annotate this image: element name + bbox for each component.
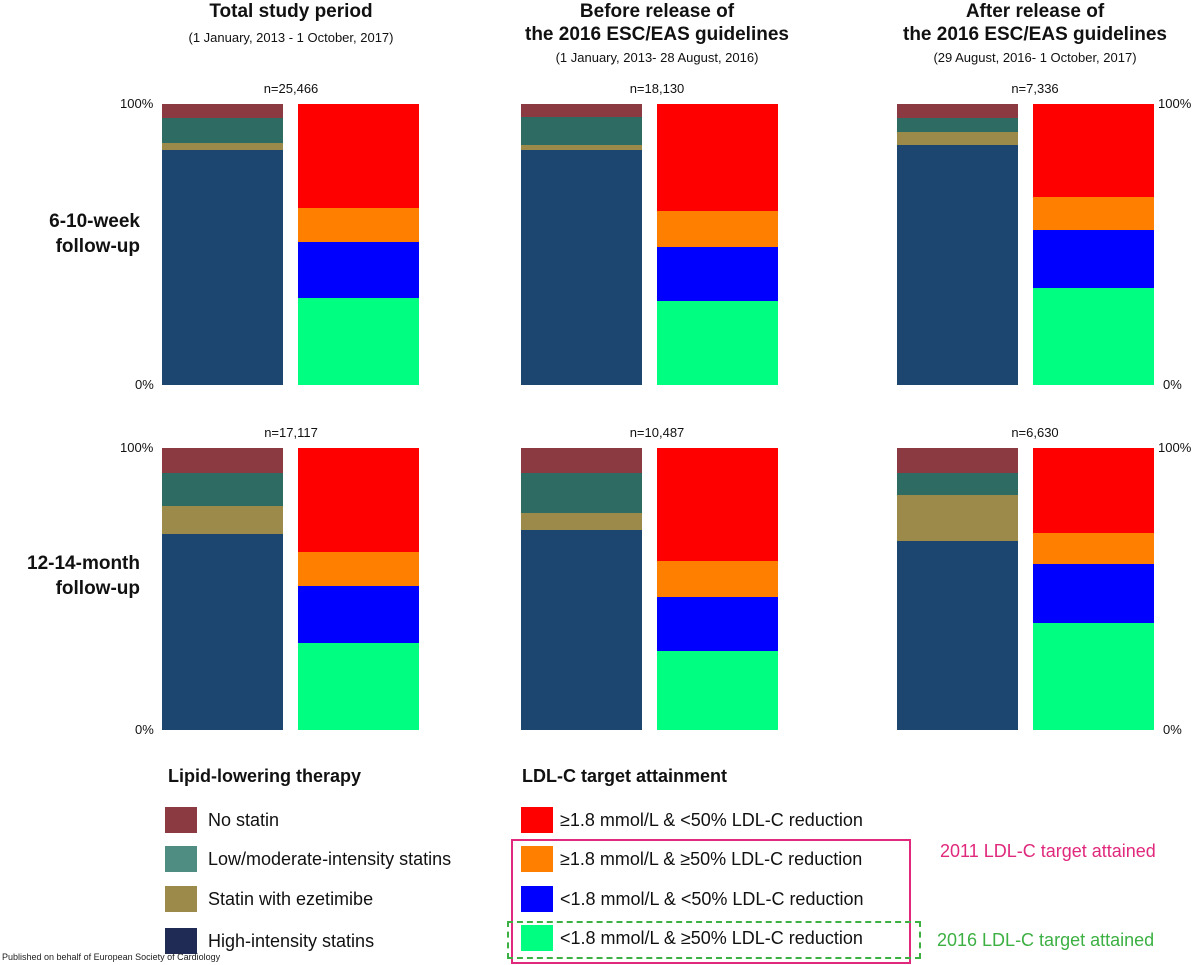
sample-size-label: n=10,487 bbox=[629, 425, 685, 440]
bar-segment-ezetimibe bbox=[897, 494, 1018, 542]
column-title: the 2016 ESC/EAS guidelines bbox=[903, 24, 1167, 45]
y-tick-label: 0% bbox=[1163, 722, 1182, 737]
bar-segment-low-moderate bbox=[162, 473, 283, 506]
bar-segment-ldl-green bbox=[1033, 288, 1154, 385]
bar-segment-ldl-blue bbox=[657, 597, 778, 652]
bar-segment-ezetimibe bbox=[897, 132, 1018, 145]
sample-size-label: n=18,130 bbox=[629, 81, 685, 96]
legend-swatch bbox=[521, 807, 553, 833]
legend-swatch bbox=[521, 846, 553, 872]
bar-segment-low-moderate bbox=[897, 118, 1018, 133]
sample-size-label: n=7,336 bbox=[1011, 81, 1059, 96]
bar-segment-high-intensity bbox=[162, 150, 283, 385]
bar-segment-ldl-green bbox=[1033, 622, 1154, 730]
note-2011-target: 2011 LDL-C target attained bbox=[940, 841, 1156, 861]
bar-segment-no-statin bbox=[897, 104, 1018, 119]
legend-label: <1.8 mmol/L & ≥50% LDL-C reduction bbox=[560, 928, 863, 948]
bar-segment-no-statin bbox=[162, 104, 283, 119]
y-tick-label: 100% bbox=[1158, 440, 1192, 455]
y-tick-label: 100% bbox=[120, 440, 154, 455]
column-subtitle: (1 January, 2013 - 1 October, 2017) bbox=[188, 30, 394, 45]
ldl-legend-title: LDL-C target attainment bbox=[522, 766, 728, 786]
sample-size-label: n=25,466 bbox=[263, 81, 319, 96]
bar-segment-low-moderate bbox=[521, 473, 642, 513]
y-tick-label: 100% bbox=[1158, 96, 1192, 111]
legend-swatch bbox=[165, 807, 197, 833]
y-tick-label: 0% bbox=[1163, 377, 1182, 392]
bar-segment-no-statin bbox=[521, 448, 642, 474]
bar-segment-ldl-orange bbox=[1033, 532, 1154, 564]
bar-segment-ldl-red bbox=[657, 104, 778, 211]
legend-swatch bbox=[165, 886, 197, 912]
bar-segment-ldl-green bbox=[657, 300, 778, 385]
bar-segment-ldl-orange bbox=[298, 207, 419, 242]
bar-segment-low-moderate bbox=[897, 473, 1018, 495]
row-label: 12-14-month bbox=[27, 553, 140, 574]
bar-segment-high-intensity bbox=[521, 529, 642, 730]
column-title: the 2016 ESC/EAS guidelines bbox=[525, 24, 789, 45]
legend-label: Low/moderate-intensity statins bbox=[208, 849, 452, 869]
legend-swatch bbox=[521, 886, 553, 912]
bar-segment-ldl-green bbox=[298, 297, 419, 385]
row-label: follow-up bbox=[55, 578, 140, 599]
bar-segment-ldl-orange bbox=[657, 560, 778, 598]
bar-segment-ldl-red bbox=[1033, 448, 1154, 533]
y-tick-label: 0% bbox=[135, 722, 154, 737]
sample-size-label: n=17,117 bbox=[264, 425, 318, 440]
legend-label: ≥1.8 mmol/L & <50% LDL-C reduction bbox=[560, 810, 863, 830]
bar-segment-no-statin bbox=[162, 448, 283, 474]
bar-segment-ldl-blue bbox=[657, 247, 778, 301]
bar-segment-ldl-orange bbox=[298, 552, 419, 587]
column-subtitle: (1 January, 2013- 28 August, 2016) bbox=[555, 50, 759, 65]
footer-credit: Published on behalf of European Society … bbox=[2, 952, 221, 962]
bar-segment-ldl-blue bbox=[298, 586, 419, 643]
bar-segment-no-statin bbox=[897, 448, 1018, 474]
bar-segment-high-intensity bbox=[521, 150, 642, 385]
legend-label: No statin bbox=[208, 810, 280, 830]
row-label: follow-up bbox=[55, 236, 140, 257]
bar-segment-low-moderate bbox=[521, 116, 642, 145]
bar-segment-low-moderate bbox=[162, 118, 283, 144]
bar-segment-ldl-blue bbox=[1033, 230, 1154, 289]
note-2016-target: 2016 LDL-C target attained bbox=[937, 930, 1155, 950]
legend-label: High-intensity statins bbox=[208, 931, 375, 951]
y-tick-label: 100% bbox=[120, 96, 154, 111]
bar-segment-ldl-green bbox=[298, 642, 419, 730]
legend-swatch bbox=[165, 846, 197, 872]
bar-segment-no-statin bbox=[521, 104, 642, 117]
column-subtitle: (29 August, 2016- 1 October, 2017) bbox=[933, 50, 1137, 65]
bar-segment-ezetimibe bbox=[162, 143, 283, 151]
legend-label: <1.8 mmol/L & <50% LDL-C reduction bbox=[560, 889, 864, 909]
bar-segment-high-intensity bbox=[897, 541, 1018, 730]
legend-swatch bbox=[521, 925, 553, 951]
bar-segment-ldl-red bbox=[1033, 104, 1154, 197]
legend-label: ≥1.8 mmol/L & ≥50% LDL-C reduction bbox=[560, 849, 863, 869]
bar-segment-high-intensity bbox=[897, 144, 1018, 385]
legend-swatch bbox=[165, 928, 197, 954]
bar-segment-ldl-red bbox=[657, 448, 778, 561]
bar-segment-ldl-green bbox=[657, 651, 778, 730]
column-title: After release of bbox=[965, 1, 1105, 22]
column-title: Before release of bbox=[579, 1, 735, 22]
target-2016-box bbox=[507, 921, 921, 959]
bar-segment-ezetimibe bbox=[521, 144, 642, 151]
row-label: 6-10-week bbox=[49, 211, 140, 232]
bar-segment-ldl-blue bbox=[298, 241, 419, 298]
bar-segment-ldl-blue bbox=[1033, 563, 1154, 623]
sample-size-label: n=6,630 bbox=[1011, 425, 1059, 440]
bar-segment-ldl-red bbox=[298, 104, 419, 208]
legend-label: Statin with ezetimibe bbox=[208, 889, 374, 909]
bar-segment-ldl-red bbox=[298, 448, 419, 553]
therapy-legend-title: Lipid-lowering therapy bbox=[168, 766, 362, 786]
bar-segment-ezetimibe bbox=[521, 512, 642, 530]
bar-segment-ldl-orange bbox=[657, 210, 778, 248]
bar-segment-high-intensity bbox=[162, 534, 283, 730]
bar-segment-ldl-orange bbox=[1033, 196, 1154, 231]
target-2011-box bbox=[511, 839, 911, 964]
column-title: Total study period bbox=[209, 1, 373, 22]
bar-segment-ezetimibe bbox=[162, 505, 283, 534]
y-tick-label: 0% bbox=[135, 377, 154, 392]
